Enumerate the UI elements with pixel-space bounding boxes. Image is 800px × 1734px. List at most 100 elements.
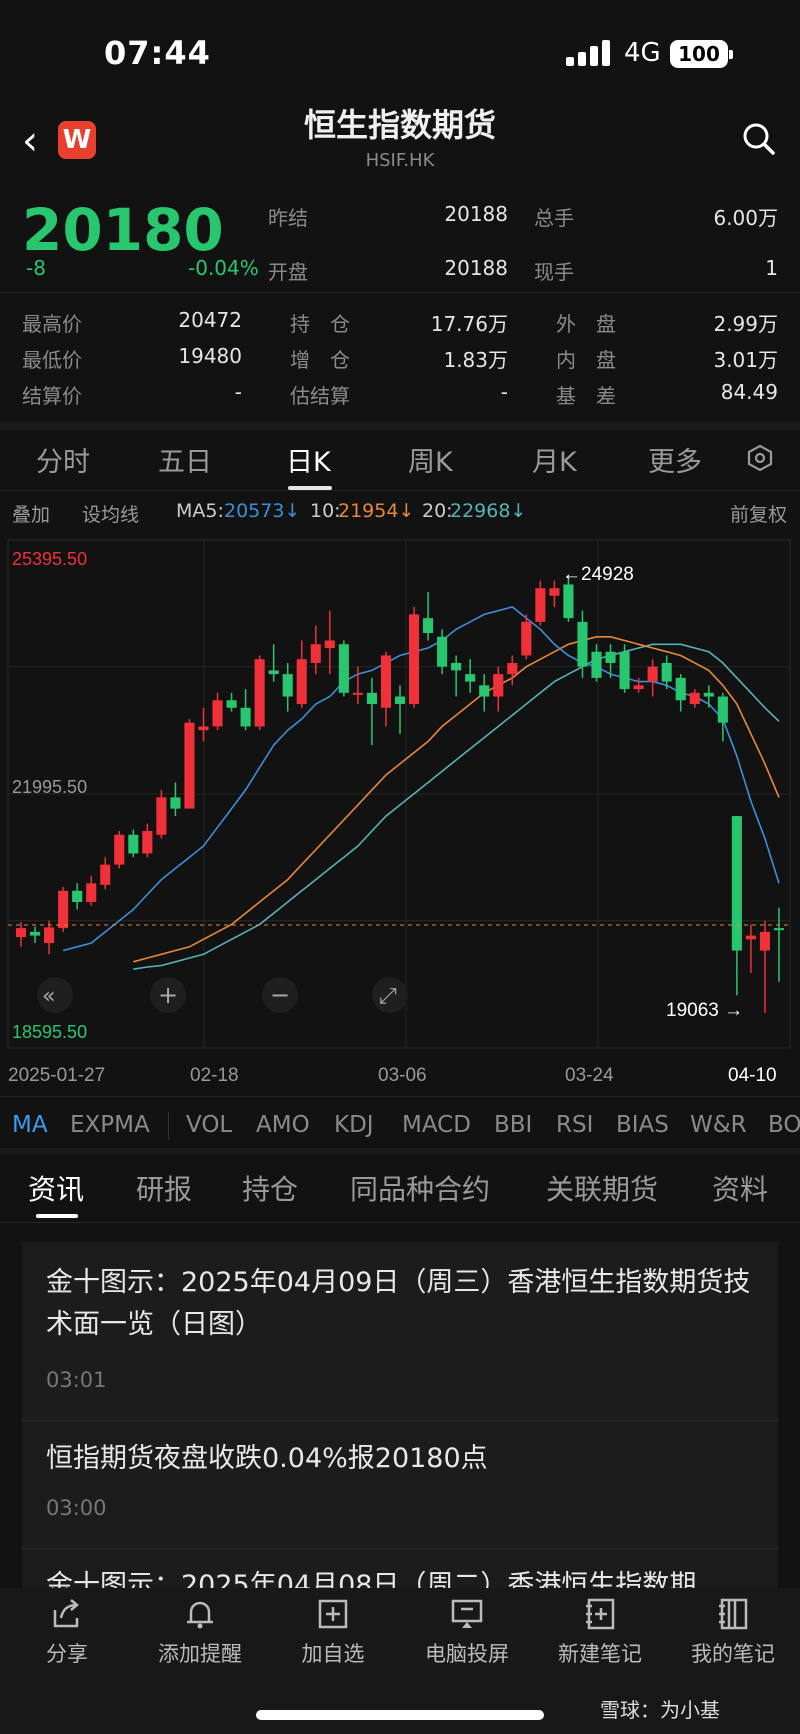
share-button[interactable]: 分享 xyxy=(12,1596,122,1668)
tab-holdings[interactable]: 持仓 xyxy=(242,1173,299,1206)
new-note-button[interactable]: 新建笔记 xyxy=(545,1596,655,1668)
news-list xyxy=(22,1242,778,1588)
indicator-wr[interactable]: W&R xyxy=(690,1112,747,1138)
prev-settle-value: 20188 xyxy=(444,202,508,226)
tab-research[interactable]: 研报 xyxy=(136,1173,193,1206)
settle-value: - xyxy=(234,380,242,404)
cast-icon xyxy=(451,1599,483,1628)
news-time: 03:00 xyxy=(46,1496,107,1520)
high-label: 最高价 xyxy=(22,312,82,336)
tab-minute[interactable]: 分时 xyxy=(36,447,90,478)
x-axis: 2025-01-27 02-18 03-06 03-24 04-10 xyxy=(8,1065,777,1086)
candle xyxy=(451,662,462,671)
overlay-button[interactable]: 叠加 xyxy=(12,504,51,526)
candle xyxy=(633,685,644,690)
candle xyxy=(352,692,363,695)
indicator-amo[interactable]: AMO xyxy=(256,1112,310,1138)
signal-icon xyxy=(566,40,610,66)
indicator-kdj[interactable]: KDJ xyxy=(334,1112,374,1138)
adjust-mode[interactable]: 前复权 xyxy=(730,504,788,526)
fullscreen-icon: ⤢ xyxy=(379,984,397,1009)
candle xyxy=(72,890,83,902)
share-icon xyxy=(53,1599,79,1628)
candle xyxy=(423,618,434,634)
active-tab-indicator xyxy=(36,1214,78,1218)
candle xyxy=(380,655,392,708)
indicator-bbi[interactable]: BBI xyxy=(494,1112,533,1138)
ma10-line xyxy=(133,636,780,963)
ma10-value: 21954↓ xyxy=(338,500,415,522)
tab-weekly-k[interactable]: 周K xyxy=(408,447,453,478)
candlestick-chart[interactable]: 25395.50 21995.50 18595.50 ←24928 19063 … xyxy=(0,536,800,1086)
ma20-line xyxy=(133,643,780,970)
price-change-pct: -0.04% xyxy=(188,256,259,280)
ma-lines xyxy=(62,606,780,970)
indicator-macd[interactable]: MACD xyxy=(402,1112,471,1138)
candle xyxy=(703,692,714,697)
zoom-in-icon: + xyxy=(158,981,178,1009)
x-tick: 02-18 xyxy=(190,1065,239,1086)
candle xyxy=(310,644,321,663)
section-gap xyxy=(0,1148,800,1154)
candle xyxy=(254,659,265,727)
candle xyxy=(170,797,181,809)
add-alert-button[interactable]: 添加提醒 xyxy=(145,1596,255,1668)
y-label-mid: 21995.50 xyxy=(12,777,87,797)
candle xyxy=(661,662,672,682)
current-volume-value: 1 xyxy=(765,256,778,280)
zoom-out-icon: − xyxy=(270,981,290,1009)
search-icon[interactable] xyxy=(742,122,776,156)
tab-same-contracts[interactable]: 同品种合约 xyxy=(350,1173,491,1206)
candle xyxy=(15,928,27,938)
cast-button[interactable]: 电脑投屏 xyxy=(412,1596,522,1668)
candle xyxy=(521,621,532,656)
news-title[interactable]: 金十图示：2025年04月09日（周三）香港恒生指数期货技术面一览（日图） xyxy=(46,1267,751,1340)
indicator-ma[interactable]: MA xyxy=(12,1112,48,1138)
news-time: 03:01 xyxy=(46,1368,107,1392)
indicator-more[interactable]: BO xyxy=(768,1112,800,1138)
tab-daily-k[interactable]: 日K xyxy=(286,447,331,478)
basis-label: 基 差 xyxy=(556,384,616,408)
divider xyxy=(22,1548,778,1549)
candles xyxy=(15,574,785,1014)
tab-profile[interactable]: 资料 xyxy=(712,1173,769,1206)
tab-5day[interactable]: 五日 xyxy=(158,447,212,478)
settings-icon[interactable] xyxy=(746,444,774,472)
oi-change-label: 增 仓 xyxy=(290,348,350,372)
my-notes-label: 我的笔记 xyxy=(691,1642,775,1666)
y-label-max: 25395.50 xyxy=(12,549,87,569)
my-notes-button[interactable]: 我的笔记 xyxy=(678,1596,788,1668)
tab-monthly-k[interactable]: 月K xyxy=(532,447,577,478)
candle xyxy=(198,726,209,731)
back-icon[interactable]: ‹ xyxy=(22,118,38,164)
home-indicator[interactable] xyxy=(256,1710,544,1720)
total-volume-label: 总手 xyxy=(534,206,574,230)
news-title[interactable]: 金十图示：2025年04月08日（周二）香港恒生指数期 xyxy=(46,1570,697,1588)
candle xyxy=(394,696,406,705)
add-alert-label: 添加提醒 xyxy=(158,1642,242,1666)
set-ma-button[interactable]: 设均线 xyxy=(82,504,140,526)
candle xyxy=(338,644,349,693)
watermark: 雪球：为小基 xyxy=(600,1698,720,1722)
add-watchlist-button[interactable]: 加自选 xyxy=(278,1596,388,1668)
tab-related-futures[interactable]: 关联期货 xyxy=(546,1173,659,1206)
indicator-expma[interactable]: EXPMA xyxy=(70,1112,150,1138)
chart-controls: « + − ⤢ xyxy=(37,977,408,1013)
indicator-rsi[interactable]: RSI xyxy=(556,1112,594,1138)
indicator-bias[interactable]: BIAS xyxy=(616,1112,669,1138)
candle xyxy=(465,674,476,682)
candle xyxy=(240,707,251,727)
total-volume-value: 6.00万 xyxy=(713,206,778,230)
candle xyxy=(437,636,448,667)
last-price: 20180 xyxy=(22,196,224,264)
candle xyxy=(549,588,560,596)
tab-more[interactable]: 更多 xyxy=(648,447,702,478)
low-value: 19480 xyxy=(178,344,242,368)
indicator-vol[interactable]: VOL xyxy=(186,1112,233,1138)
open-interest-value: 17.76万 xyxy=(430,312,508,336)
candle xyxy=(759,931,770,951)
tab-news[interactable]: 资讯 xyxy=(28,1173,85,1206)
candle xyxy=(619,651,630,690)
candle xyxy=(717,696,728,723)
news-title[interactable]: 恒指期货夜盘收跌0.04%报20180点 xyxy=(46,1443,488,1474)
